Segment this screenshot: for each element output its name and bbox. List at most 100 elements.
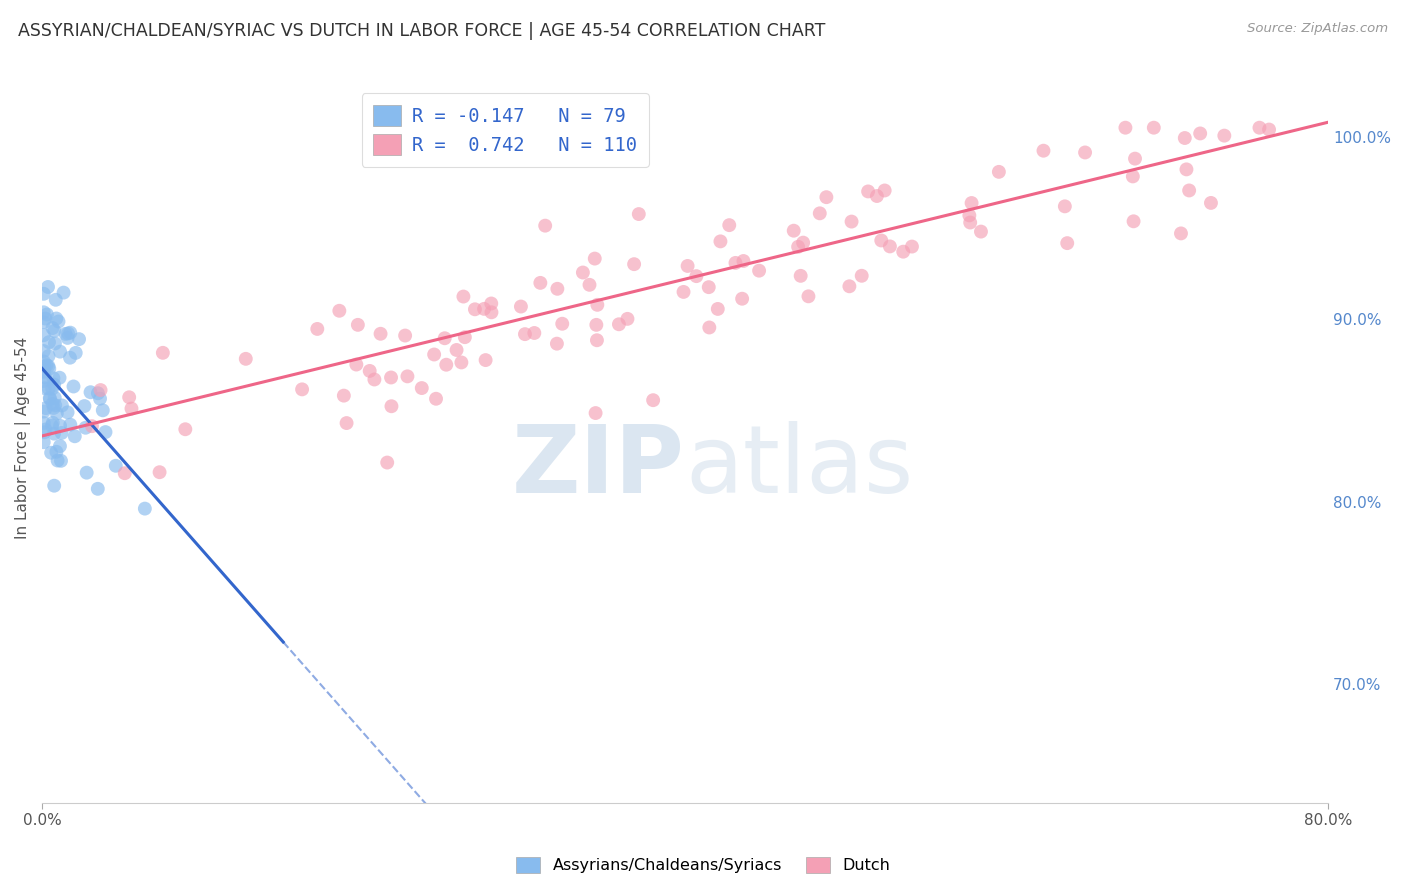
Point [51, 425, 73, 440]
Point [34, 425, 56, 440]
Point [63, 429, 86, 443]
Point [46, 453, 69, 467]
Point [789, 268, 811, 283]
Text: ZIP: ZIP [512, 421, 685, 513]
Point [48, 370, 70, 384]
Point [748, 263, 770, 277]
Point [959, 215, 981, 229]
Point [65, 346, 87, 360]
Point [118, 390, 141, 404]
Point [425, 392, 447, 406]
Point [45, 311, 67, 326]
Point [87, 482, 110, 496]
Point [787, 240, 810, 254]
Point [59, 326, 82, 340]
Point [87, 386, 110, 401]
Point [987, 165, 1010, 179]
Point [34, 311, 56, 326]
Point [152, 346, 174, 360]
Point [616, 311, 638, 326]
Point [363, 372, 385, 386]
Point [1189, 127, 1212, 141]
Point [114, 467, 136, 481]
Point [76, 466, 98, 480]
Point [34, 359, 56, 374]
Point [380, 370, 402, 384]
Point [856, 185, 879, 199]
Point [697, 320, 720, 334]
Point [623, 257, 645, 271]
Legend: Assyrians/Chaldeans/Syriacs, Dutch: Assyrians/Chaldeans/Syriacs, Dutch [509, 850, 897, 880]
Point [148, 465, 170, 479]
Point [627, 207, 650, 221]
Point [423, 347, 446, 361]
Point [1122, 169, 1144, 184]
Point [873, 184, 896, 198]
Point [970, 225, 993, 239]
Point [32, 344, 55, 359]
Point [59, 417, 82, 432]
Point [960, 196, 983, 211]
Point [174, 422, 197, 436]
Point [134, 501, 156, 516]
Point [32, 374, 55, 388]
Point [32, 305, 55, 319]
Point [38, 335, 60, 350]
Point [32, 404, 55, 418]
Point [39, 392, 62, 406]
Point [534, 219, 557, 233]
Point [49, 454, 72, 468]
Point [56, 326, 79, 341]
Point [90, 383, 112, 397]
Point [35, 401, 58, 415]
Point [67, 332, 90, 346]
Point [1174, 131, 1197, 145]
Point [572, 266, 595, 280]
Point [91, 403, 114, 417]
Point [672, 285, 695, 299]
Point [1258, 122, 1281, 136]
Point [44, 324, 66, 338]
Point [523, 326, 546, 340]
Point [49, 418, 72, 433]
Point [838, 279, 860, 293]
Point [56, 405, 79, 419]
Point [1053, 199, 1076, 213]
Point [94, 425, 117, 439]
Point [34, 423, 56, 437]
Point [546, 282, 568, 296]
Point [481, 305, 503, 319]
Point [474, 353, 496, 368]
Point [643, 393, 665, 408]
Point [34, 381, 56, 395]
Point [578, 277, 600, 292]
Point [808, 206, 831, 220]
Point [39, 446, 62, 460]
Point [344, 358, 367, 372]
Point [434, 358, 457, 372]
Point [45, 444, 67, 458]
Point [49, 439, 72, 453]
Point [815, 190, 838, 204]
Point [870, 234, 893, 248]
Point [1122, 214, 1144, 228]
Point [411, 381, 433, 395]
Point [333, 389, 356, 403]
Point [32, 328, 55, 343]
Point [586, 333, 609, 347]
Y-axis label: In Labor Force | Age 45-54: In Labor Force | Age 45-54 [15, 336, 31, 539]
Point [1074, 145, 1097, 160]
Point [792, 235, 814, 250]
Point [42, 377, 65, 392]
Point [32, 286, 55, 301]
Point [450, 355, 472, 369]
Point [396, 369, 419, 384]
Point [479, 296, 502, 310]
Point [551, 317, 574, 331]
Point [513, 327, 536, 342]
Point [1175, 162, 1198, 177]
Point [464, 302, 486, 317]
Point [697, 280, 720, 294]
Point [79, 385, 101, 400]
Point [731, 292, 754, 306]
